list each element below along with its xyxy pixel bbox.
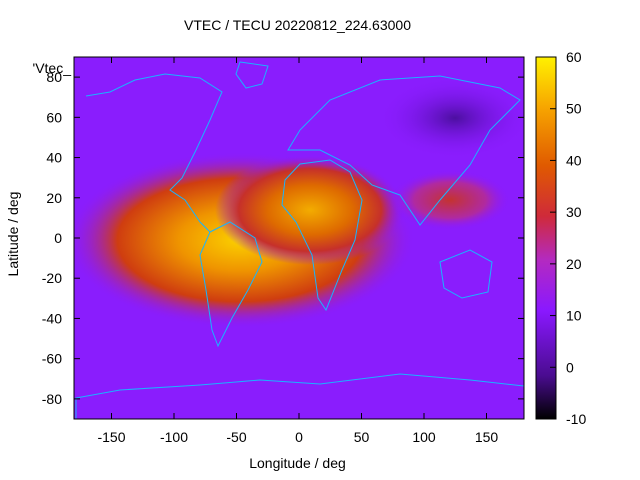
heatmap-low-region <box>380 78 524 158</box>
colorbar-tick-label: 60 <box>566 49 582 65</box>
y-tick-label: -20 <box>42 270 62 286</box>
y-tick-label: 80 <box>46 69 62 85</box>
heatmap-anomaly-africa <box>215 155 405 265</box>
y-tick-label: -80 <box>42 391 62 407</box>
coastline-antarctica <box>75 373 524 419</box>
y-axis: 80 60 40 20 0 -20 -40 -60 -80 <box>42 69 524 407</box>
y-tick-label: -40 <box>42 310 62 326</box>
colorbar-tick-label: 10 <box>566 308 582 324</box>
heatmap-anomaly-asia <box>390 170 510 230</box>
y-tick-label: 60 <box>46 109 62 125</box>
x-tick-label: 50 <box>354 429 370 445</box>
x-tick-label: -100 <box>160 429 188 445</box>
colorbar-tick-label: 20 <box>566 256 582 272</box>
legend-key: 'Vtec_ <box>33 60 72 76</box>
x-tick-label: 0 <box>295 429 303 445</box>
heatmap-layer <box>74 78 524 328</box>
coastlines <box>75 61 524 419</box>
colorbar-tick-label: -10 <box>566 411 586 427</box>
y-tick-label: 40 <box>46 150 62 166</box>
colorbar-tick-label: 40 <box>566 152 582 168</box>
coastline-australia <box>439 249 493 299</box>
coastline-north-america <box>85 73 223 233</box>
y-axis-label: Latitude / deg <box>5 191 21 277</box>
y-tick-label: 0 <box>54 230 62 246</box>
coastline-south-america <box>199 221 263 348</box>
colorbar-ticks: 60 50 40 30 20 10 0 -10 <box>550 49 586 427</box>
colorbar-tick-label: 50 <box>566 101 582 117</box>
colorbar-tick-label: 0 <box>566 359 574 375</box>
y-tick-label: 20 <box>46 190 62 206</box>
chart-title: VTEC / TECU 20220812_224.63000 <box>183 17 411 33</box>
colorbar-tick-label: 30 <box>566 204 582 220</box>
x-axis: -150 -100 -50 0 50 100 150 <box>97 57 498 445</box>
y-tick-label: -60 <box>42 351 62 367</box>
coastline-greenland <box>235 61 269 89</box>
x-tick-label: -150 <box>97 429 125 445</box>
coastline-africa <box>281 159 363 312</box>
x-tick-label: 150 <box>475 429 499 445</box>
coastline-eurasia <box>287 75 521 226</box>
colorbar <box>535 56 557 420</box>
x-axis-label: Longitude / deg <box>249 455 346 471</box>
x-tick-label: -50 <box>226 429 246 445</box>
x-tick-label: 100 <box>412 429 436 445</box>
